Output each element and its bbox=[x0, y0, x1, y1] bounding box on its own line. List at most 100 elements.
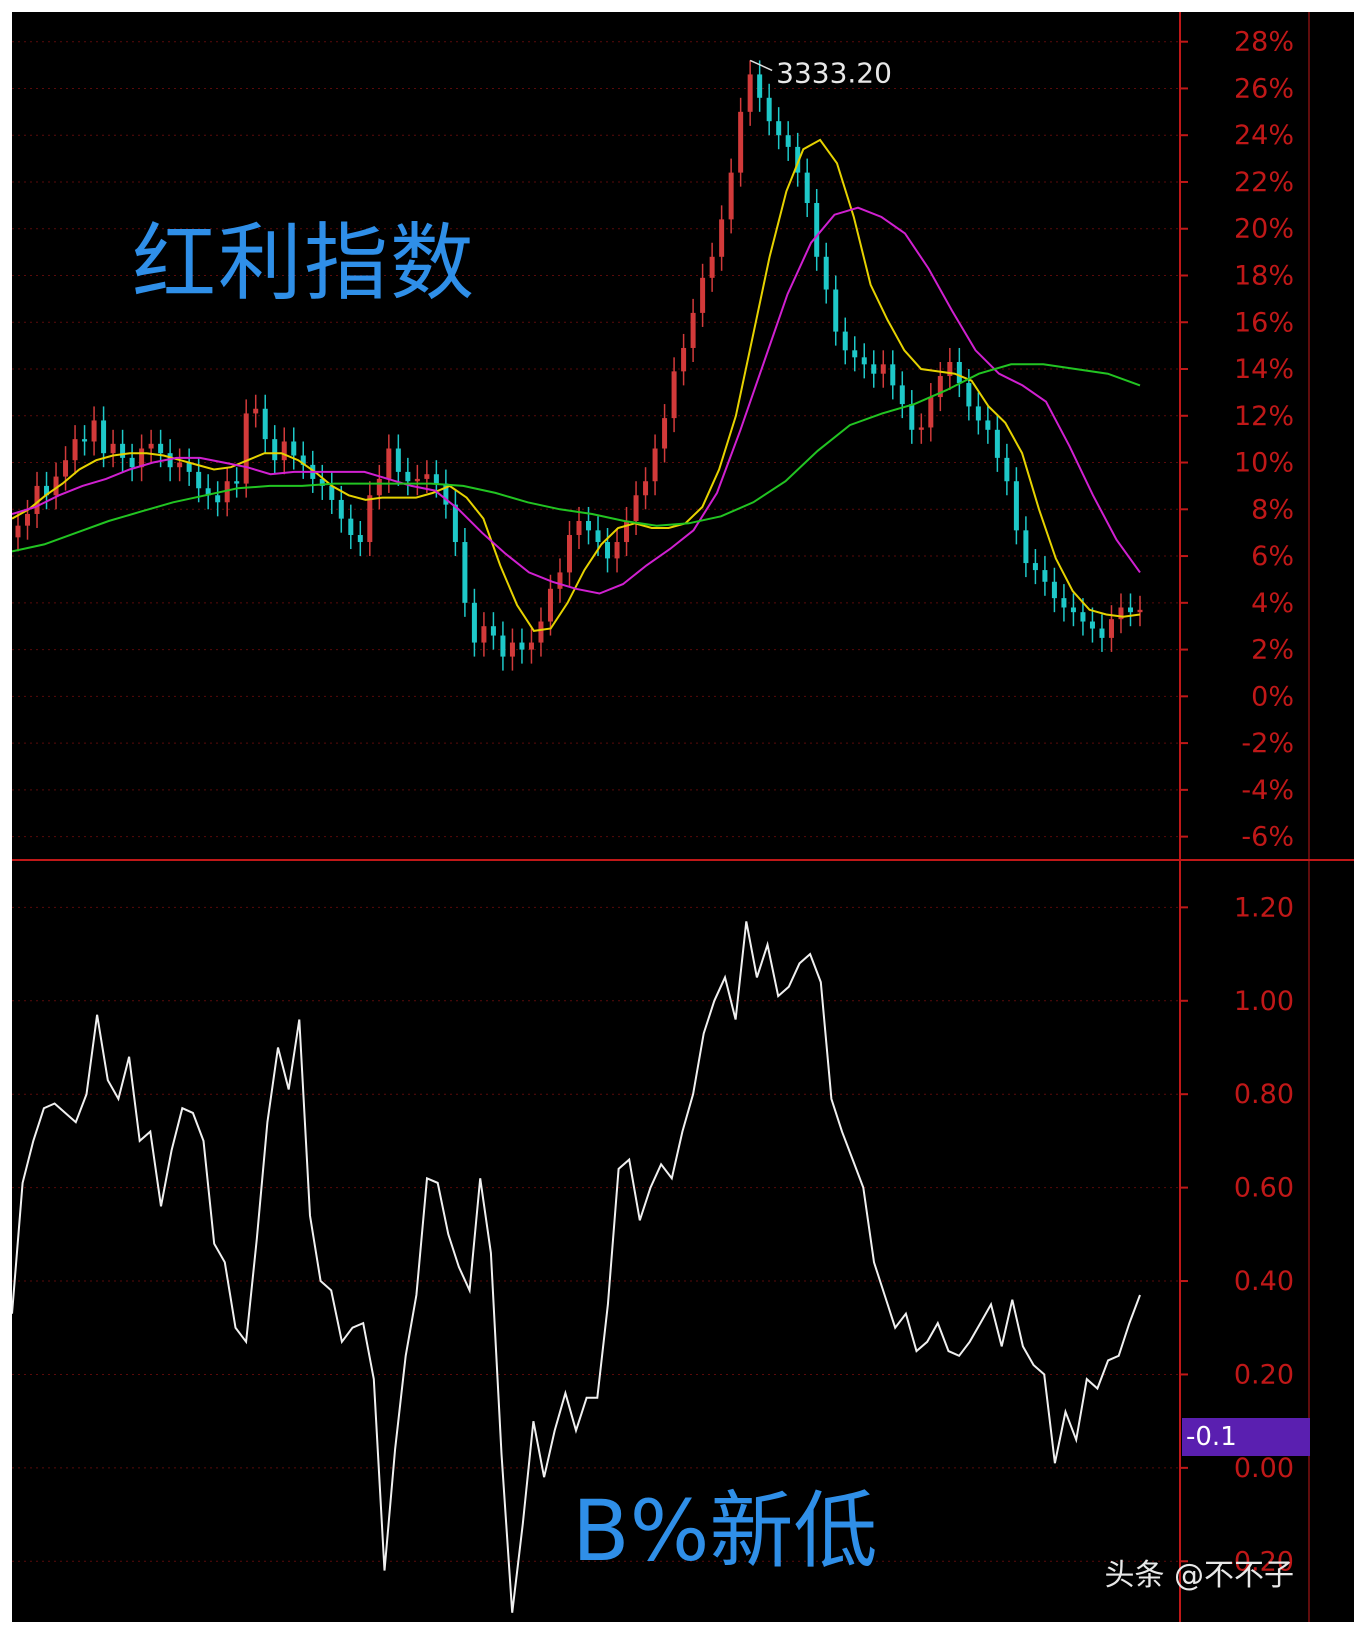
top-y-tick-label: 22% bbox=[1234, 167, 1294, 198]
candle-body bbox=[1118, 607, 1124, 620]
top-y-tick-label: 12% bbox=[1234, 401, 1294, 432]
candle-body bbox=[253, 408, 259, 414]
candle-body bbox=[538, 621, 544, 643]
top-y-tick-label: 16% bbox=[1234, 307, 1294, 338]
candle-body bbox=[34, 485, 40, 514]
candle-body bbox=[880, 364, 886, 374]
candle-body bbox=[139, 448, 145, 468]
candle-body bbox=[624, 520, 630, 543]
bottom-y-tick-label: 0.00 bbox=[1234, 1453, 1294, 1484]
candle-body bbox=[490, 626, 496, 636]
candle-body bbox=[405, 471, 411, 482]
candle-body bbox=[357, 535, 363, 543]
candle-body bbox=[452, 504, 458, 543]
candle-body bbox=[443, 483, 449, 505]
candle-body bbox=[196, 471, 202, 489]
candle-body bbox=[1051, 581, 1057, 599]
top-y-tick-label: 6% bbox=[1251, 541, 1294, 572]
candle-body bbox=[424, 474, 430, 479]
candle-body bbox=[852, 350, 858, 358]
top-y-tick-label: -6% bbox=[1241, 822, 1294, 853]
candle-body bbox=[776, 121, 782, 136]
bottom-panel-title: B%新低 bbox=[572, 1482, 878, 1580]
chart-container: 28% 26% 24% 22% 20% 18% 16% 14% 12% 10% 8% 6% 4% 2% 0%… bbox=[11, 12, 1354, 1622]
candle-body bbox=[395, 448, 401, 472]
candle-body bbox=[110, 443, 116, 454]
candle-body bbox=[1061, 598, 1067, 608]
ma_mid-line bbox=[11, 206, 1141, 595]
candle-body bbox=[605, 542, 611, 559]
watermark: 头条 @不不子 bbox=[1104, 1558, 1294, 1593]
candle-body bbox=[91, 420, 97, 442]
candle-body bbox=[956, 362, 962, 384]
indicator-line bbox=[11, 921, 1141, 1613]
current-value-badge: -0.1 bbox=[1182, 1418, 1310, 1456]
candle-body bbox=[557, 572, 563, 589]
candle-body bbox=[120, 443, 126, 458]
top-y-tick-label: 28% bbox=[1234, 27, 1294, 58]
top-y-tick-label: 8% bbox=[1251, 494, 1294, 525]
top-y-tick-label: 18% bbox=[1234, 260, 1294, 291]
candle-body bbox=[566, 535, 572, 573]
bottom-y-tick-label: 0.20 bbox=[1234, 1359, 1294, 1390]
candle-body bbox=[985, 420, 991, 430]
candle-body bbox=[129, 457, 135, 468]
candle-body bbox=[348, 518, 354, 536]
candle-body bbox=[738, 111, 744, 173]
candle-body bbox=[433, 474, 439, 484]
top-y-tick-label: 20% bbox=[1234, 214, 1294, 245]
candle-body bbox=[890, 364, 896, 386]
candle-body bbox=[1099, 628, 1105, 638]
candle-body bbox=[757, 74, 763, 98]
candle-body bbox=[177, 462, 183, 468]
candle-body bbox=[814, 203, 820, 257]
candle-body bbox=[662, 418, 668, 449]
peak-arrow bbox=[749, 59, 773, 72]
candle-body bbox=[15, 525, 21, 538]
candle-body bbox=[928, 397, 934, 428]
candle-body bbox=[519, 642, 525, 650]
candle-body bbox=[766, 97, 772, 122]
candle-body bbox=[861, 357, 867, 365]
candle-body bbox=[367, 495, 373, 543]
candle-body bbox=[975, 406, 981, 421]
peak-label: 3333.20 bbox=[776, 56, 892, 89]
candle-body bbox=[215, 495, 221, 503]
top-y-tick-label: 10% bbox=[1234, 448, 1294, 479]
bottom-y-tick-label: 0.60 bbox=[1234, 1173, 1294, 1204]
top-y-tick-label: 24% bbox=[1234, 120, 1294, 151]
candle-body bbox=[291, 441, 297, 456]
candle-body bbox=[471, 602, 477, 643]
candle-body bbox=[281, 441, 287, 461]
candle-body bbox=[633, 495, 639, 521]
candle-body bbox=[72, 439, 78, 461]
candle-body bbox=[586, 520, 592, 531]
candle-body bbox=[148, 443, 154, 449]
candle-body bbox=[319, 478, 325, 486]
candle-body bbox=[643, 481, 649, 496]
bottom-y-tick-label: 1.20 bbox=[1234, 892, 1294, 923]
top-panel-title: 红利指数 bbox=[132, 214, 477, 312]
candle-body bbox=[899, 385, 905, 405]
candle-body bbox=[329, 485, 335, 500]
candle-body bbox=[1013, 481, 1019, 531]
candle-body bbox=[1127, 607, 1133, 613]
candle-body bbox=[234, 481, 240, 484]
top-y-tick-label: 2% bbox=[1251, 635, 1294, 666]
candle-body bbox=[823, 256, 829, 290]
candle-body bbox=[918, 427, 924, 430]
candle-body bbox=[462, 542, 468, 603]
candle-body bbox=[937, 376, 943, 398]
bottom-y-tick-label: 1.00 bbox=[1234, 986, 1294, 1017]
candle-body bbox=[795, 146, 801, 173]
candle-body bbox=[966, 383, 972, 407]
bottom-y-tick-label: -0.20 bbox=[1224, 1546, 1294, 1577]
candle-body bbox=[300, 455, 306, 465]
candle-body bbox=[63, 460, 69, 477]
candle-body bbox=[338, 499, 344, 519]
candle-body bbox=[709, 256, 715, 278]
bottom-y-tick-label: 0.40 bbox=[1234, 1266, 1294, 1297]
candle-body bbox=[101, 420, 107, 454]
top-y-tick-label: 0% bbox=[1251, 681, 1294, 712]
candle-body bbox=[690, 312, 696, 348]
